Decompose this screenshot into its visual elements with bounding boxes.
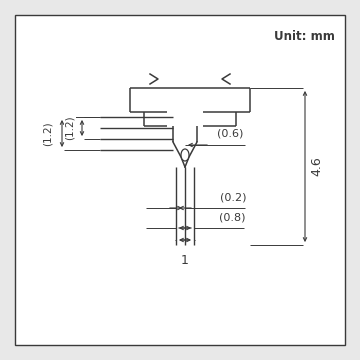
Text: (1.2): (1.2) <box>43 121 53 146</box>
Text: Unit: mm: Unit: mm <box>274 30 335 43</box>
Text: 4.6: 4.6 <box>310 157 324 176</box>
Text: 1: 1 <box>181 254 189 267</box>
Text: (0.6): (0.6) <box>217 129 243 139</box>
Text: (0.8): (0.8) <box>219 212 245 222</box>
Text: (0.2): (0.2) <box>220 192 246 202</box>
Ellipse shape <box>181 149 189 161</box>
Text: (1.2): (1.2) <box>65 116 75 140</box>
